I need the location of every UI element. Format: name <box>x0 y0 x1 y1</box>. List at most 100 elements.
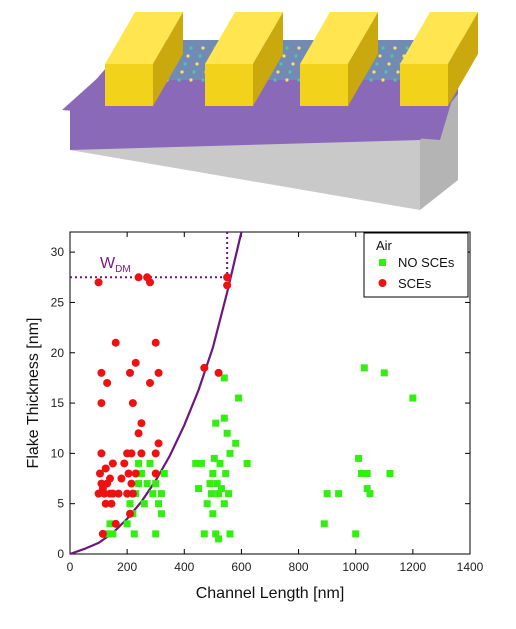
data-point-no-sces <box>217 485 225 493</box>
data-point-no-sces <box>200 530 208 538</box>
data-point-sces <box>97 449 106 458</box>
flake-atom <box>189 78 193 82</box>
data-point-no-sces <box>203 500 211 508</box>
data-point-sces <box>146 378 154 387</box>
data-point-sces <box>151 449 160 458</box>
data-point-no-sces <box>106 520 114 528</box>
data-point-no-sces <box>160 470 168 477</box>
data-point-no-sces <box>146 459 154 467</box>
flake-atom <box>405 46 409 50</box>
electrode <box>105 12 183 106</box>
data-point-sces <box>123 489 132 498</box>
flake-atom <box>294 54 298 58</box>
data-point-sces <box>100 489 109 498</box>
data-point-no-sces <box>212 530 220 538</box>
data-point-no-sces <box>226 530 234 538</box>
flake-atom <box>201 46 205 50</box>
x-tick-label: 800 <box>289 560 309 574</box>
legend-label-sces: SCEs <box>398 276 432 291</box>
data-point-no-sces <box>226 449 234 457</box>
data-point-sces <box>97 368 106 377</box>
y-tick-label: 5 <box>57 497 64 511</box>
data-point-no-sces <box>135 459 143 467</box>
electrode-top <box>205 12 283 64</box>
wdm-label: WDM <box>100 255 131 275</box>
data-point-sces <box>223 273 232 282</box>
data-point-no-sces <box>149 490 157 498</box>
flake-atom <box>375 62 379 66</box>
data-point-no-sces <box>215 490 223 498</box>
wdm-guides <box>70 232 229 279</box>
data-point-sces <box>137 419 146 428</box>
data-point-no-sces <box>197 459 205 467</box>
flake-atom <box>285 46 289 50</box>
data-point-sces <box>134 273 143 282</box>
flake-atom <box>393 78 397 82</box>
electrode <box>205 12 283 106</box>
flake-atom <box>288 70 292 74</box>
flake-atom <box>390 54 394 58</box>
data-point-sces <box>120 459 129 468</box>
data-point-no-sces <box>409 394 417 402</box>
electrode-front <box>105 64 153 106</box>
data-point-sces <box>200 363 209 372</box>
electrode-front <box>400 64 448 106</box>
data-point-sces <box>146 278 154 287</box>
x-tick-label: 1000 <box>342 560 369 574</box>
data-point-no-sces <box>140 500 148 508</box>
data-point-sces <box>101 499 110 508</box>
x-tick-label: 1400 <box>457 560 484 574</box>
data-point-no-sces <box>366 490 374 498</box>
data-point-no-sces <box>223 429 231 437</box>
data-point-sces <box>117 474 126 483</box>
flake-atom <box>177 78 181 82</box>
data-point-no-sces <box>222 470 230 477</box>
y-tick-label: 30 <box>51 245 65 259</box>
data-point-sces <box>127 479 136 488</box>
data-point-sces <box>108 489 117 498</box>
data-points <box>94 273 417 543</box>
data-point-sces <box>111 338 120 347</box>
plot-frame <box>69 231 471 555</box>
flake-atom <box>189 46 193 50</box>
data-point-no-sces <box>220 374 228 382</box>
data-point-sces <box>223 281 232 290</box>
data-point-sces <box>151 469 160 478</box>
data-point-no-sces <box>216 459 224 467</box>
data-point-sces <box>94 278 103 287</box>
x-tick-label: 200 <box>117 560 137 574</box>
flake-atom <box>372 70 376 74</box>
x-tick-label: 600 <box>231 560 251 574</box>
data-point-no-sces <box>220 414 228 422</box>
data-point-sces <box>106 474 114 483</box>
flake-atom <box>369 78 373 82</box>
data-point-sces <box>126 509 134 518</box>
data-point-sces <box>131 358 140 367</box>
data-point-no-sces <box>126 500 134 508</box>
data-point-no-sces <box>357 470 365 477</box>
electrode-top <box>400 12 478 64</box>
device-illustration <box>62 12 478 210</box>
data-point-no-sces <box>206 480 214 488</box>
data-point-no-sces <box>192 459 200 467</box>
data-point-sces <box>131 469 140 478</box>
data-point-sces <box>114 489 123 498</box>
data-point-no-sces <box>363 485 371 493</box>
flake-atom <box>291 62 295 66</box>
flake-atom <box>282 54 286 58</box>
flake-atom <box>198 54 202 58</box>
data-point-sces <box>128 399 137 408</box>
legend-marker-sces <box>378 279 387 287</box>
legend-title: Air <box>376 238 393 253</box>
data-point-sces <box>134 429 143 438</box>
data-point-no-sces <box>215 535 223 543</box>
data-point-no-sces <box>210 454 218 462</box>
data-point-no-sces <box>335 490 343 498</box>
data-point-no-sces <box>157 510 165 518</box>
data-point-sces <box>103 378 112 387</box>
flake-atom <box>378 54 382 58</box>
flake-atom <box>192 70 196 74</box>
flake-atom <box>183 62 187 66</box>
data-point-no-sces <box>207 490 215 498</box>
